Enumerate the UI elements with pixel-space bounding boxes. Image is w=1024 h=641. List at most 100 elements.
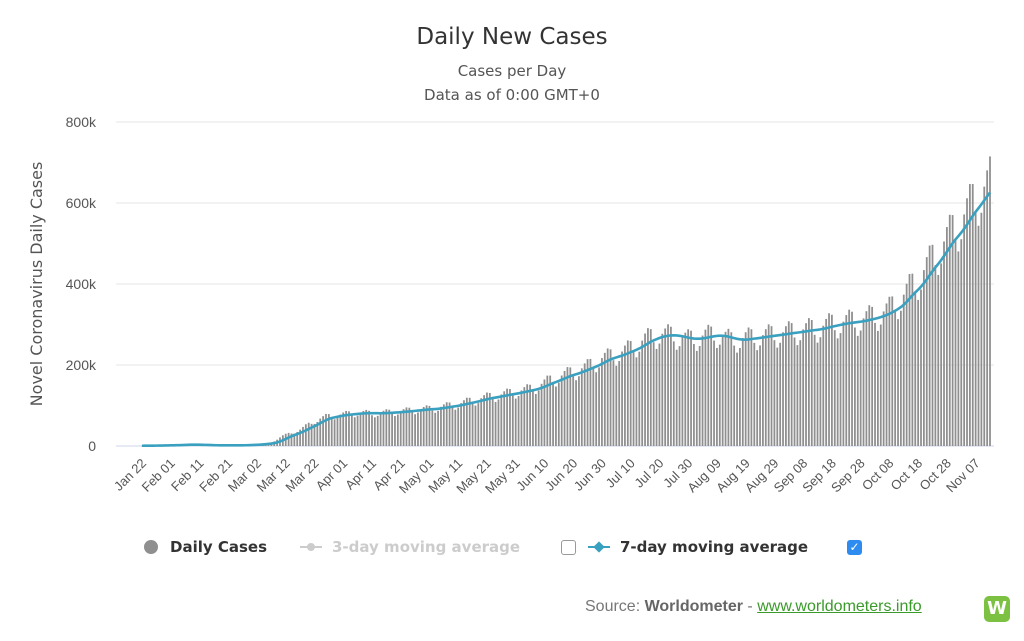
daily-cases-bar — [770, 326, 773, 446]
daily-cases-bar — [707, 324, 710, 446]
daily-cases-bar — [759, 345, 761, 446]
daily-cases-bar — [572, 375, 575, 446]
daily-cases-bar — [937, 274, 940, 446]
daily-cases-bar — [839, 333, 842, 446]
daily-cases-bar — [905, 283, 908, 446]
daily-cases-bar — [776, 347, 779, 446]
daily-cases-bar — [362, 411, 365, 446]
daily-cases-bar — [649, 329, 652, 446]
x-tick-label: Feb 01 — [139, 456, 178, 495]
daily-cases-bar — [848, 309, 851, 446]
source-separator: - — [742, 598, 758, 615]
daily-cases-bar — [819, 337, 822, 446]
daily-cases-bar — [382, 410, 385, 446]
daily-cases-bar — [773, 340, 776, 446]
daily-cases-bar — [408, 407, 411, 446]
daily-cases-bar — [299, 429, 301, 446]
daily-cases-bar — [529, 384, 531, 446]
x-tick-label: Oct 18 — [888, 456, 926, 494]
daily-cases-bar — [474, 405, 477, 446]
daily-cases-bar — [661, 333, 664, 446]
daily-cases-bar — [948, 214, 951, 446]
daily-cases-bar — [739, 348, 741, 446]
daily-cases-bar — [549, 375, 552, 446]
daily-cases-bar — [580, 368, 583, 446]
daily-cases-bar — [589, 358, 592, 446]
y-tick-label: 400k — [66, 276, 97, 292]
daily-cases-bar — [897, 319, 899, 446]
daily-cases-bar — [411, 412, 414, 446]
daily-cases-bar — [368, 410, 370, 446]
daily-cases-bar — [675, 349, 678, 446]
daily-cases-bar — [431, 410, 434, 446]
legend-item-daily-cases[interactable]: Daily Cases — [144, 534, 267, 560]
daily-cases-bar — [578, 376, 580, 446]
daily-cases-bar — [618, 361, 621, 446]
daily-cases-bar — [327, 414, 330, 446]
daily-cases-bar — [825, 318, 828, 446]
daily-cases-bar — [787, 321, 790, 446]
source-link[interactable]: www.worldometers.info — [757, 598, 922, 615]
7-day-average-checkbox[interactable]: ✓ — [847, 540, 862, 555]
daily-cases-bar — [517, 395, 520, 446]
daily-cases-bar — [888, 296, 891, 446]
y-tick-label: 800k — [66, 114, 97, 130]
daily-cases-bar — [968, 184, 971, 447]
daily-cases-bar — [583, 363, 586, 446]
daily-cases-bar — [356, 415, 359, 446]
daily-cases-bar — [333, 419, 336, 446]
daily-cases-bar — [874, 322, 876, 446]
daily-cases-bar — [371, 415, 373, 446]
daily-cases-bar — [960, 239, 963, 446]
daily-cases-bar — [805, 323, 807, 446]
chart-title: Daily New Cases — [416, 24, 608, 50]
legend-item-3-day-average[interactable]: 3-day moving average — [300, 534, 520, 560]
daily-cases-bar — [345, 410, 347, 446]
daily-cases-bar — [442, 404, 445, 446]
daily-cases-bar — [664, 328, 667, 446]
3-day-average-checkbox[interactable] — [561, 540, 576, 555]
daily-cases-bar — [836, 338, 839, 446]
daily-cases-bar — [552, 382, 554, 446]
daily-cases-bar — [322, 416, 324, 446]
daily-cases-bar — [428, 405, 431, 446]
daily-cases-bar — [494, 401, 497, 446]
daily-cases-bar — [503, 391, 506, 446]
daily-cases-bar — [681, 337, 684, 446]
daily-cases-bar — [425, 405, 428, 446]
daily-cases-bar — [603, 352, 606, 446]
daily-cases-bar — [652, 342, 655, 446]
daily-cases-bar — [672, 341, 675, 446]
daily-cases-bar — [785, 326, 787, 446]
daily-cases-bar — [434, 412, 437, 446]
daily-cases-bar — [724, 331, 727, 446]
daily-cases-bar — [920, 289, 922, 446]
daily-cases-bar — [882, 311, 885, 446]
y-tick-label: 200k — [66, 357, 97, 373]
chart-subtitle-line-2: Data as of 0:00 GMT+0 — [424, 86, 600, 104]
daily-cases-bar — [764, 329, 767, 446]
daily-cases-bar — [555, 386, 557, 446]
daily-cases-bar — [911, 273, 914, 446]
daily-cases-bar — [313, 423, 316, 446]
daily-cases-bar — [744, 332, 747, 446]
daily-cases-bar — [509, 389, 511, 446]
daily-cases-bar — [695, 350, 698, 446]
daily-cases-bar — [693, 343, 695, 446]
daily-cases-bar — [414, 414, 416, 446]
legend-item-7-day-average[interactable]: 7-day moving average — [588, 534, 808, 560]
daily-cases-bar — [514, 398, 517, 446]
daily-cases-bar — [908, 274, 911, 446]
daily-cases-bar — [325, 413, 327, 446]
daily-cases-bar — [316, 421, 319, 446]
daily-cases-bar — [928, 245, 931, 446]
3-day-average-line-icon — [300, 540, 322, 554]
daily-cases-bar — [632, 351, 635, 446]
daily-cases-bar — [971, 184, 974, 446]
daily-cases-bar — [810, 320, 813, 446]
daily-cases-bar — [986, 170, 989, 446]
chart-legend: Daily Cases 3-day moving average 7-day m… — [0, 534, 1024, 560]
daily-cases-bar — [983, 186, 986, 446]
daily-cases-bar — [373, 417, 376, 446]
daily-cases-bar — [989, 156, 991, 446]
